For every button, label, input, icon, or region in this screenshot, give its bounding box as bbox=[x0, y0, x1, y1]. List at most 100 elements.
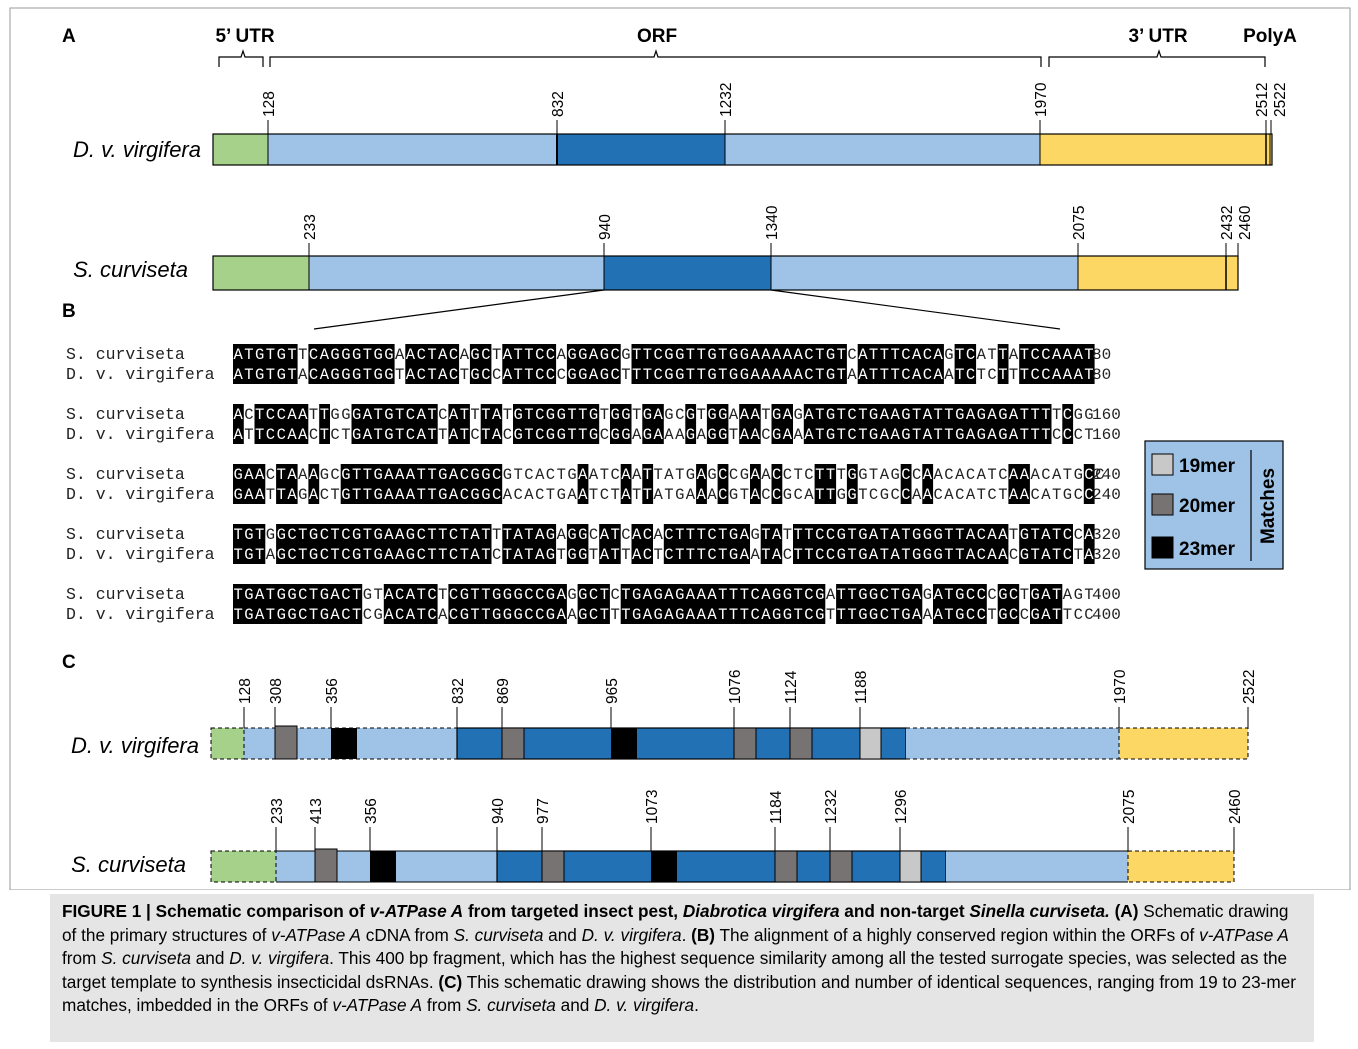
base: T bbox=[998, 366, 1007, 384]
base: T bbox=[761, 546, 770, 564]
identity-block bbox=[739, 404, 761, 444]
base: G bbox=[1031, 586, 1040, 604]
base: G bbox=[718, 426, 727, 444]
base: C bbox=[481, 366, 490, 384]
base: T bbox=[977, 486, 986, 504]
base: A bbox=[632, 466, 642, 484]
tick-label: 1296 bbox=[893, 790, 910, 824]
base: G bbox=[686, 426, 695, 444]
base: G bbox=[1074, 406, 1083, 424]
base: C bbox=[804, 606, 813, 624]
base: T bbox=[815, 346, 824, 364]
base: C bbox=[535, 426, 544, 444]
base: G bbox=[901, 586, 910, 604]
base: T bbox=[1009, 366, 1018, 384]
base: G bbox=[578, 546, 587, 564]
species-label-sc-c: S. curviseta bbox=[71, 852, 186, 877]
base: G bbox=[955, 606, 964, 624]
tick-label: 1184 bbox=[768, 790, 785, 824]
identity-block bbox=[631, 344, 847, 384]
dvv-target-region bbox=[456, 727, 907, 760]
base: A bbox=[966, 546, 976, 564]
tick-label: 1124 bbox=[783, 670, 800, 704]
base: G bbox=[901, 426, 910, 444]
base: A bbox=[912, 346, 922, 364]
base: T bbox=[740, 486, 749, 504]
base: A bbox=[858, 366, 868, 384]
base: T bbox=[1020, 426, 1029, 444]
base: G bbox=[578, 346, 587, 364]
base: G bbox=[912, 546, 921, 564]
base: G bbox=[470, 346, 479, 364]
base: A bbox=[1063, 346, 1073, 364]
base: A bbox=[966, 486, 976, 504]
base: T bbox=[287, 346, 296, 364]
sc-c-tick-lines bbox=[275, 827, 1235, 851]
base: A bbox=[923, 486, 933, 504]
caption-text: . bbox=[694, 995, 699, 1015]
base: T bbox=[417, 606, 426, 624]
base: C bbox=[492, 466, 501, 484]
base: A bbox=[740, 426, 750, 444]
base: A bbox=[977, 466, 987, 484]
base: A bbox=[751, 486, 761, 504]
base: C bbox=[987, 366, 996, 384]
base: T bbox=[826, 486, 835, 504]
identity-block bbox=[814, 464, 837, 504]
base: C bbox=[330, 426, 339, 444]
base: A bbox=[524, 486, 534, 504]
base: C bbox=[1009, 586, 1018, 604]
sc-bar-outline bbox=[212, 255, 1239, 291]
base: A bbox=[934, 466, 944, 484]
base: T bbox=[460, 546, 469, 564]
base: A bbox=[772, 526, 782, 544]
base: T bbox=[266, 366, 275, 384]
base: T bbox=[621, 586, 630, 604]
base: C bbox=[492, 546, 501, 564]
base: G bbox=[546, 606, 555, 624]
base: C bbox=[847, 406, 856, 424]
base: A bbox=[761, 586, 771, 604]
base: A bbox=[384, 526, 394, 544]
base: C bbox=[287, 526, 296, 544]
match-23mer bbox=[370, 851, 396, 882]
base: T bbox=[675, 546, 684, 564]
base: T bbox=[718, 606, 727, 624]
base: T bbox=[815, 406, 824, 424]
base: C bbox=[589, 526, 598, 544]
base: G bbox=[847, 486, 856, 504]
base: A bbox=[1009, 466, 1019, 484]
base: A bbox=[298, 466, 308, 484]
base: G bbox=[998, 426, 1007, 444]
base: A bbox=[923, 426, 933, 444]
base: A bbox=[891, 546, 901, 564]
base: T bbox=[309, 586, 318, 604]
base: G bbox=[374, 466, 383, 484]
base: G bbox=[837, 526, 846, 544]
match-20mer bbox=[501, 727, 525, 760]
base: A bbox=[578, 486, 588, 504]
base: T bbox=[427, 546, 436, 564]
caption-species: D. v. virgifera bbox=[594, 995, 695, 1015]
tick-label: 1188 bbox=[853, 671, 870, 704]
base: T bbox=[847, 606, 856, 624]
base: G bbox=[320, 586, 329, 604]
base: G bbox=[664, 346, 673, 364]
base: G bbox=[1020, 546, 1029, 564]
base: T bbox=[460, 366, 469, 384]
base: T bbox=[298, 346, 307, 364]
base: C bbox=[589, 586, 598, 604]
base: G bbox=[729, 486, 738, 504]
base: G bbox=[277, 366, 286, 384]
base: A bbox=[880, 426, 890, 444]
identity-block bbox=[663, 524, 750, 564]
utr5-label: 5’ UTR bbox=[215, 26, 274, 47]
base: G bbox=[1084, 406, 1093, 424]
base: C bbox=[1009, 606, 1018, 624]
base: T bbox=[600, 586, 609, 604]
base: T bbox=[524, 346, 533, 364]
match-20mer bbox=[789, 727, 813, 760]
dvv-c-tick-lines bbox=[243, 707, 1249, 728]
base: C bbox=[944, 466, 953, 484]
base: C bbox=[987, 586, 996, 604]
